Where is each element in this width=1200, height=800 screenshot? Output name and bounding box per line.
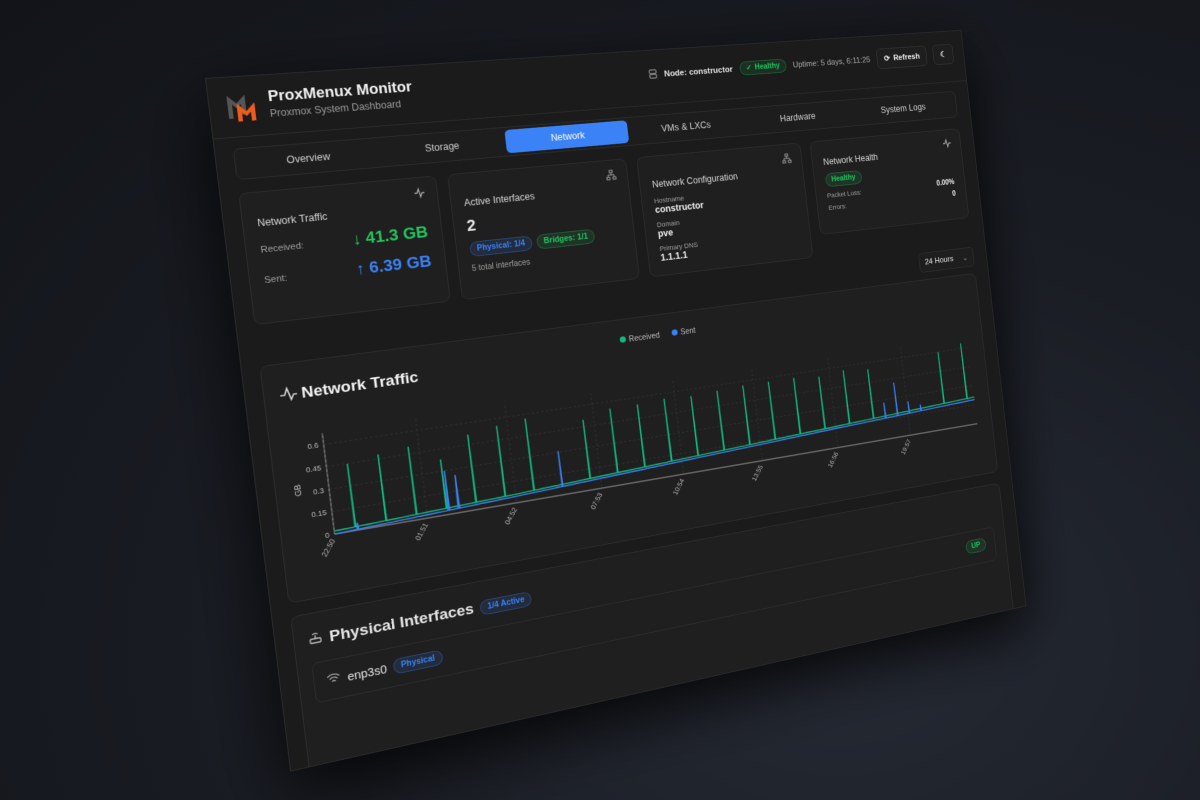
y-tick-label: 0.6 [307, 441, 319, 451]
y-gridline [332, 405, 975, 512]
legend-marker [619, 336, 626, 343]
received-label: Received: [260, 241, 304, 255]
y-gridline [329, 386, 973, 490]
network-config-card: Network Configuration Hostname construct… [636, 143, 813, 278]
physical-badge: Physical: 1/4 [469, 235, 533, 257]
active-interfaces-card: Active Interfaces 2 Physical: 1/4 Bridges… [447, 158, 640, 300]
network-traffic-card: Network Traffic Received: ↓ 41.3 GB Sent:… [238, 176, 450, 326]
refresh-button[interactable]: ⟳ Refresh [876, 46, 928, 70]
x-tick-label: 22:50 [320, 537, 337, 558]
bridges-badge: Bridges: 1/1 [536, 229, 596, 250]
interface-type-badge: Physical [393, 650, 444, 675]
legend-label: Sent [680, 326, 696, 336]
packet-loss-label: Packet Loss: [827, 188, 862, 199]
status-text: Healthy [754, 62, 780, 72]
tab-network[interactable]: Network [505, 120, 630, 153]
chevron-down-icon: ⌄ [962, 253, 969, 263]
card-title: Network Traffic [257, 201, 426, 229]
received-value: ↓ 41.3 GB [351, 223, 429, 249]
x-tick-label: 07:53 [589, 491, 604, 510]
status-badge: ✓ Healthy [739, 59, 787, 76]
server-icon [648, 69, 657, 82]
x-gridline [900, 348, 910, 436]
errors-value: 0 [952, 190, 956, 198]
y-axis-label: GB [292, 484, 303, 497]
x-tick-label: 10:54 [672, 477, 687, 496]
y-tick-label: 0.3 [313, 486, 325, 496]
legend-marker [671, 329, 678, 336]
active-badge: 1/4 Active [479, 591, 532, 616]
moon-icon: ☾ [940, 50, 947, 59]
x-tick-label: 16:56 [827, 451, 840, 469]
interface-name: enp3s0 [347, 662, 388, 683]
time-range-value: 24 Hours [924, 255, 953, 267]
activity-icon [280, 387, 298, 401]
series-line-received [323, 342, 977, 531]
sent-label: Sent: [264, 273, 288, 285]
refresh-icon: ⟳ [884, 54, 891, 64]
legend-label: Received [628, 331, 660, 344]
x-gridline [828, 358, 838, 447]
x-tick-label: 04:52 [503, 506, 519, 526]
y-tick-label: 0.45 [305, 464, 322, 475]
network-health-card: Network Health Healthy Packet Loss: 0.00%… [809, 128, 969, 235]
activity-icon [413, 187, 426, 199]
network-icon [781, 153, 792, 164]
chart-title: Network Traffic [300, 368, 419, 401]
tab-vms-lxcs[interactable]: VMs & LXCs [627, 111, 745, 143]
tab-system-logs[interactable]: System Logs [850, 94, 955, 124]
packet-loss-value: 0.00% [936, 178, 955, 188]
x-tick-label: 13:55 [751, 464, 765, 483]
node-name: Node: constructor [664, 65, 734, 79]
x-gridline [752, 369, 763, 460]
network-icon [605, 169, 617, 181]
sent-value: ↑ 6.39 GB [355, 253, 433, 280]
refresh-label: Refresh [893, 52, 920, 62]
x-tick-label: 19:57 [900, 438, 913, 456]
x-gridline [505, 406, 517, 503]
errors-label: Errors: [828, 202, 847, 211]
tab-hardware[interactable]: Hardware [742, 102, 853, 133]
time-range-select[interactable]: 24 Hours ⌄ [918, 247, 975, 273]
y-gridline [324, 347, 969, 444]
interface-status-badge: UP [965, 537, 986, 554]
uptime: Uptime: 5 days, 6:11:25 [792, 55, 870, 69]
tab-storage[interactable]: Storage [375, 130, 507, 164]
y-tick-label: 0.15 [311, 509, 328, 520]
activity-icon [942, 138, 952, 149]
router-icon [307, 630, 323, 651]
x-gridline [416, 419, 428, 518]
tab-overview[interactable]: Overview [237, 141, 378, 177]
proxmenux-logo [224, 89, 264, 124]
dashboard-window: ProxMenux Monitor Proxmox System Dashboa… [205, 30, 1026, 772]
x-tick-label: 01:51 [414, 521, 431, 541]
theme-toggle-button[interactable]: ☾ [932, 44, 954, 66]
x-gridline [591, 393, 602, 488]
health-badge: Healthy [825, 170, 863, 187]
check-circle-icon: ✓ [746, 64, 753, 72]
wifi-icon [326, 671, 342, 688]
